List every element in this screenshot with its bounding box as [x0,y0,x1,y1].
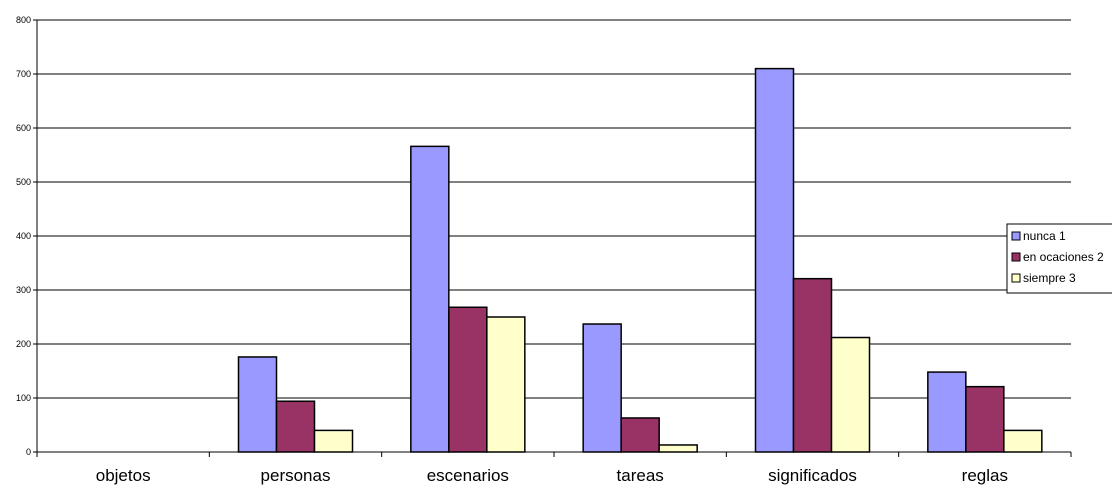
bar-3-reglas [1003,429,1043,453]
legend: nunca 1 en ocaciones 2 siempre 3 [1006,223,1112,294]
legend-swatch [1011,231,1021,241]
y-tick-label: 0 [26,447,31,457]
bar-3-personas [313,429,354,453]
bar-2-reglas [965,385,1005,453]
x-category-label: tareas [617,466,664,485]
bar-2-personas [275,400,316,453]
bar-1-significados [754,67,795,453]
bar-2-escenarios [448,306,488,453]
y-tick-label: 700 [16,69,31,79]
bar-2-tareas [620,417,660,453]
x-category-label: personas [261,466,331,485]
legend-box [1006,223,1112,294]
legend-label: en ocaciones 2 [1023,250,1104,264]
y-tick-label: 400 [16,231,31,241]
y-tick-label: 300 [16,285,31,295]
legend-label: nunca 1 [1023,229,1066,243]
x-category-label: significados [768,466,857,485]
y-tick-label: 500 [16,177,31,187]
bar-2-significados [792,277,833,453]
x-category-label: reglas [962,466,1008,485]
bar-3-escenarios [486,316,526,453]
bar-3-tareas [658,444,698,453]
bar-1-reglas [927,371,967,453]
bar-3-significados [830,336,871,453]
x-category-label: escenarios [427,466,509,485]
y-axis-ticks: 0 100 200 300 400 500 600 700 800 [16,15,37,457]
x-category-label: objetos [96,466,151,485]
gridlines [37,19,1071,399]
legend-swatch [1011,252,1021,262]
y-tick-label: 600 [16,123,31,133]
y-tick-label: 800 [16,15,31,25]
bar-1-personas [237,356,278,453]
legend-label: siempre 3 [1023,271,1076,285]
bar-1-escenarios [410,145,450,453]
x-axis-categories: objetos personas escenarios tareas significa… [36,452,1072,485]
bars [237,67,1043,453]
y-tick-label: 100 [16,393,31,403]
y-tick-label: 200 [16,339,31,349]
legend-swatch [1011,273,1021,283]
bar-1-tareas [582,323,622,453]
